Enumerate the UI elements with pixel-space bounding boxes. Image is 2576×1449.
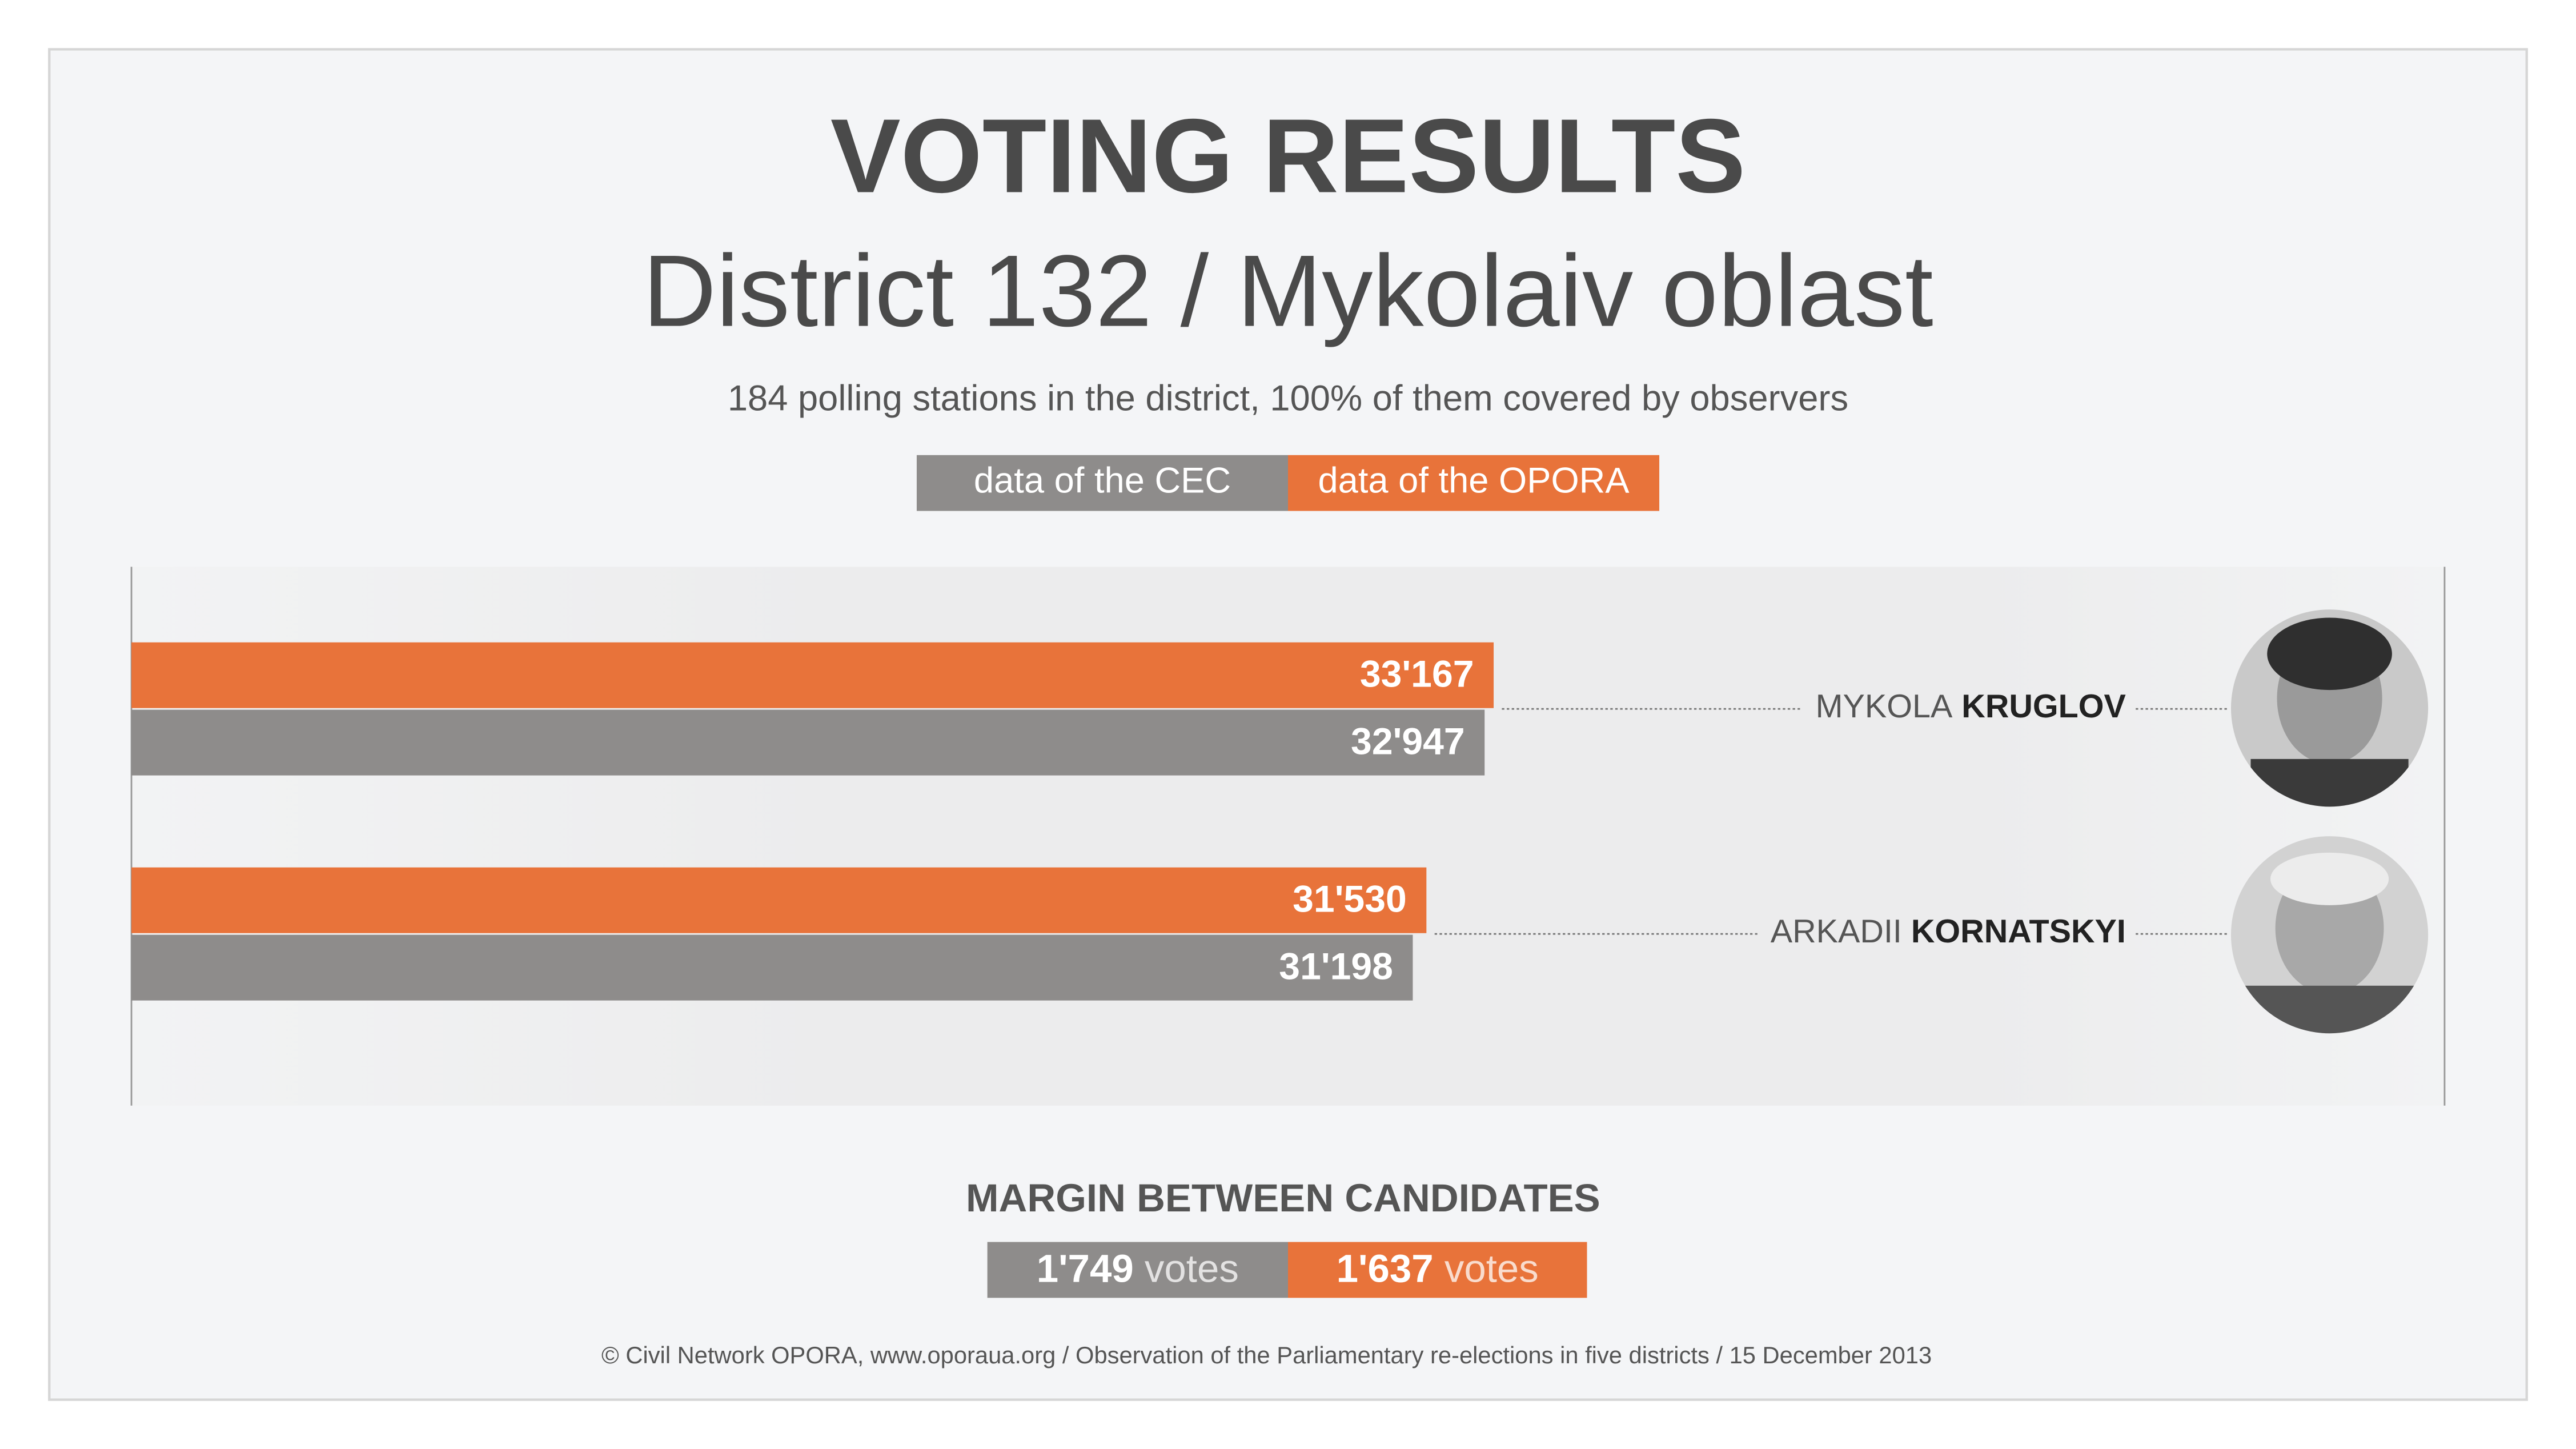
candidate-name: MYKOLA KRUGLOV xyxy=(1816,688,2126,725)
bar-label: 31'198 xyxy=(1279,946,1393,988)
bar-label: 32'947 xyxy=(1351,720,1465,762)
legend-label: data of the CEC xyxy=(974,460,1231,500)
first-name: MYKOLA xyxy=(1816,688,1953,725)
legend-label: data of the OPORA xyxy=(1318,460,1630,500)
first-name: ARKADII xyxy=(1771,913,1902,950)
bar xyxy=(131,867,1427,933)
margin-title: MARGIN BETWEEN CANDIDATES xyxy=(966,1176,1600,1220)
legend-swatch xyxy=(1288,455,1660,511)
space xyxy=(1434,1247,1445,1291)
bar xyxy=(131,642,1494,708)
margin-label: 1'749 votes xyxy=(1037,1247,1239,1291)
subtitle: District 132 / Mykolaiv oblast xyxy=(643,234,1933,348)
margin-box xyxy=(987,1242,1288,1298)
title: VOTING RESULTS xyxy=(830,97,1746,215)
note: 184 polling stations in the district, 10… xyxy=(728,379,1848,419)
bar-label: 31'530 xyxy=(1293,878,1407,921)
bar xyxy=(131,934,1413,1001)
bar-label: 33'167 xyxy=(1360,653,1474,696)
last-name: KORNATSKYI xyxy=(1911,913,2126,950)
footer: © Civil Network OPORA, www.oporaua.org /… xyxy=(601,1342,1932,1368)
margin-value: 1'637 xyxy=(1337,1247,1434,1291)
margin-box xyxy=(1288,1242,1587,1298)
margin-unit: votes xyxy=(1145,1247,1239,1291)
last-name: KRUGLOV xyxy=(1961,688,2126,725)
space xyxy=(1952,688,1961,725)
margin-unit: votes xyxy=(1445,1247,1539,1291)
bar xyxy=(131,709,1485,776)
space xyxy=(1902,913,1911,950)
margin-label: 1'637 votes xyxy=(1337,1247,1539,1291)
legend-swatch xyxy=(916,455,1288,511)
space xyxy=(1134,1247,1145,1291)
candidate-name: ARKADII KORNATSKYI xyxy=(1771,913,2126,950)
photo xyxy=(2230,836,2429,1034)
margin-value: 1'749 xyxy=(1037,1247,1134,1291)
